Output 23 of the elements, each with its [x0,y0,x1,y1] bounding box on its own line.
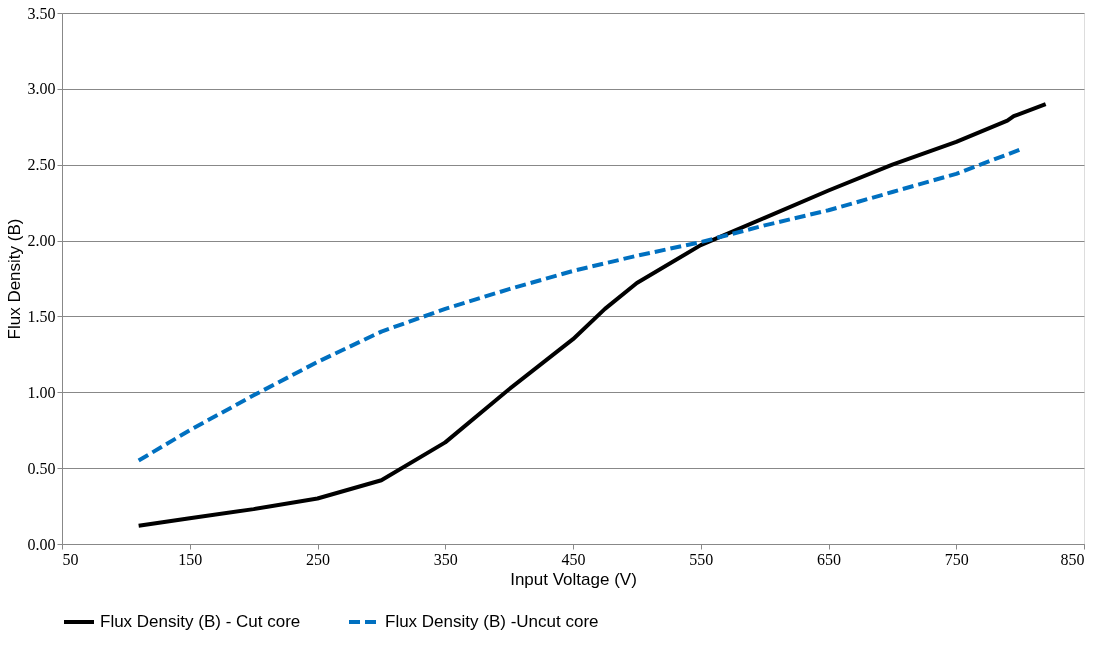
x-axis-title: Input Voltage (V) [510,569,637,589]
line-series [136,147,1023,463]
y-tick-label: 3.50 [27,4,56,22]
y-tick-label: 2.50 [27,156,56,174]
x-tick-label: 50 [62,550,79,568]
y-tick-label: 0.00 [27,535,56,553]
line-series [136,102,1048,528]
x-tick-label: 650 [817,550,841,568]
x-tick-label: 450 [561,550,586,568]
x-tick-label: 250 [306,550,330,568]
x-tick-label: 750 [944,550,969,568]
y-tick-label: 1.50 [27,307,56,325]
x-tick-label: 850 [1060,550,1085,568]
x-tick-label: 150 [178,550,203,568]
y-tick-label: 2.00 [27,232,56,250]
y-axis-title: Flux Density (B) [4,218,24,340]
y-tick-label: 3.00 [27,80,56,98]
x-tick-label: 350 [433,550,458,568]
y-tick-label: 0.50 [27,459,56,477]
x-tick-label: 550 [689,550,714,568]
legend-label: Flux Density (B) -Uncut core [385,612,599,631]
y-tick-label: 1.00 [27,383,56,401]
legend-label: Flux Density (B) - Cut core [100,612,301,631]
